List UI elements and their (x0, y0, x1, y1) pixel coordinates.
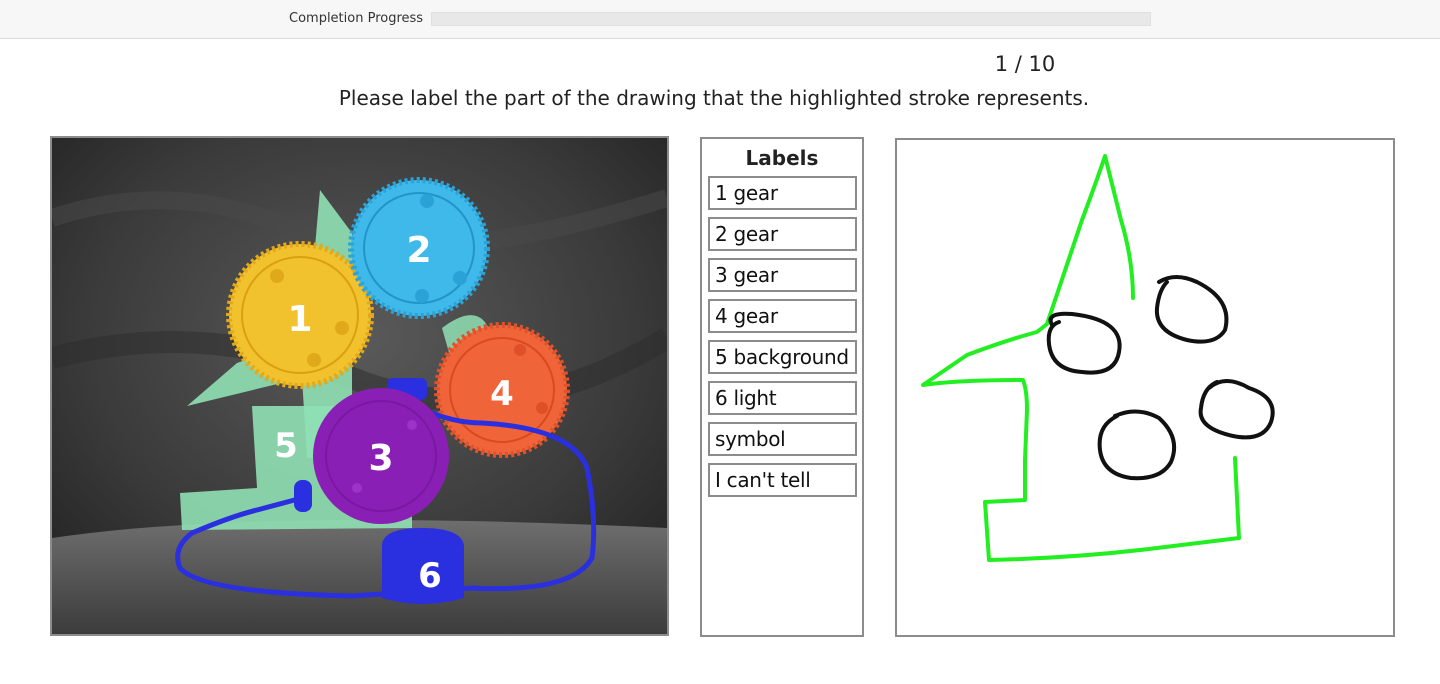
label-option-2-gear[interactable]: 2 gear (708, 217, 857, 251)
sketch-circle-stroke (1046, 311, 1122, 375)
reference-image: 5 1 2 4 (50, 136, 669, 636)
progress-bar (431, 12, 1151, 26)
sketch-canvas (895, 138, 1395, 637)
sketch-drawing (921, 154, 1275, 562)
labels-title: Labels (745, 146, 819, 170)
label-option-3-gear[interactable]: 3 gear (708, 258, 857, 292)
labels-panel: Labels 1 gear 2 gear 3 gear 4 gear 5 bac… (700, 137, 864, 637)
region-light-6: 6 (175, 378, 597, 604)
label-option-5-background[interactable]: 5 background (708, 340, 857, 374)
region-label-1: 1 (287, 299, 312, 340)
region-gear-3: 3 (313, 388, 449, 524)
instruction-text: Please label the part of the drawing tha… (338, 86, 1090, 110)
sketch-circle-stroke (1097, 409, 1176, 481)
region-gear-2: 2 (348, 177, 490, 319)
label-option-4-gear[interactable]: 4 gear (708, 299, 857, 333)
label-option-symbol[interactable]: symbol (708, 422, 857, 456)
sketch-circle-stroke (1154, 275, 1229, 344)
question-counter: 1 / 10 (994, 52, 1056, 76)
region-label-4: 4 (490, 374, 514, 414)
highlighted-stroke (921, 154, 1241, 562)
top-bar: Completion Progress (0, 0, 1440, 39)
sketch-circles (1046, 275, 1275, 481)
label-option-1-gear[interactable]: 1 gear (708, 176, 857, 210)
progress-label: Completion Progress (289, 11, 424, 26)
label-option-cant-tell[interactable]: I can't tell (708, 463, 857, 497)
region-label-5: 5 (274, 426, 298, 466)
label-option-6-light[interactable]: 6 light (708, 381, 857, 415)
region-label-3: 3 (368, 438, 393, 479)
sketch-circle-stroke (1198, 379, 1275, 440)
reference-photo: 5 1 2 4 (52, 138, 667, 634)
region-label-6: 6 (418, 556, 442, 596)
region-label-2: 2 (406, 230, 431, 271)
region-gear-1: 1 (226, 241, 374, 389)
